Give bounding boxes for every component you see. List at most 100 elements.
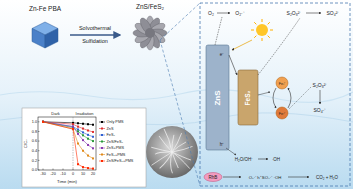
process-label: Solvothermal xyxy=(79,25,111,31)
plot-frame xyxy=(38,117,96,170)
species: SO₄²⁻ xyxy=(327,10,340,16)
reaction-arrow xyxy=(258,159,268,160)
data-point xyxy=(42,121,44,123)
species: Fe²⁺ xyxy=(279,112,286,116)
legend-swatch xyxy=(99,148,105,149)
legend-swatch xyxy=(99,122,105,123)
data-point xyxy=(82,131,84,133)
data-point xyxy=(77,133,79,135)
data-point xyxy=(82,150,84,152)
x-tick-label: 20 xyxy=(91,172,95,176)
x-tick xyxy=(43,169,44,171)
y-tick xyxy=(38,141,40,142)
series-line xyxy=(43,122,93,149)
data-point xyxy=(82,128,84,130)
data-point xyxy=(87,134,89,136)
electron: e⁻ xyxy=(220,52,225,57)
y-tick-label: 0.4 xyxy=(32,149,37,153)
sem-flake xyxy=(152,151,172,166)
zns-label: ZnS xyxy=(213,90,222,106)
data-point xyxy=(92,131,94,133)
x-tick-label: -10 xyxy=(60,172,66,176)
data-point xyxy=(72,128,74,130)
process-label: Sulfidation xyxy=(82,38,108,44)
sem-flake xyxy=(172,146,191,166)
reaction-arrow xyxy=(223,177,241,178)
species: O₂·⁻ h⁺ SO₄·⁻ ·OH xyxy=(249,175,282,180)
data-point xyxy=(77,163,79,165)
reaction-arrow xyxy=(320,90,321,104)
data-point xyxy=(72,123,74,125)
reaction-arrow xyxy=(258,18,300,75)
legend-swatch xyxy=(101,160,103,162)
legend-entry: ZnS+PMS xyxy=(107,146,125,150)
data-point xyxy=(87,123,89,125)
legend-entry: ZnS/FeS₂+PMS xyxy=(107,159,134,163)
data-point xyxy=(87,155,89,157)
zoom-line xyxy=(160,40,200,186)
sun-ray xyxy=(254,22,256,24)
species: S₂O₈²⁻ xyxy=(313,82,328,88)
data-point xyxy=(42,121,44,123)
product-label: ZnS/FeS₂ xyxy=(136,3,165,10)
species: RhB xyxy=(209,175,218,180)
flower-core xyxy=(145,28,155,38)
series-line xyxy=(43,122,93,137)
data-point xyxy=(92,147,94,149)
chart-panel xyxy=(22,108,146,187)
reaction-arrow xyxy=(306,13,321,14)
legend-entry: FeS₂+PMS xyxy=(107,153,126,157)
data-point xyxy=(92,168,94,170)
sem-flake xyxy=(172,139,193,159)
data-point xyxy=(72,126,74,128)
data-point xyxy=(92,157,94,159)
species: H₂O/OH⁻ xyxy=(235,157,254,162)
legend-swatch xyxy=(101,147,103,149)
data-point xyxy=(72,128,74,130)
x-tick xyxy=(93,169,94,171)
sem-image xyxy=(146,126,198,178)
x-tick xyxy=(83,169,84,171)
sun-ray xyxy=(268,22,270,24)
sun-ray xyxy=(262,38,263,41)
data-point xyxy=(42,121,44,123)
legend-swatch xyxy=(99,154,105,155)
data-point xyxy=(82,123,84,125)
data-point xyxy=(82,139,84,141)
annotation: Irradiation xyxy=(76,111,94,116)
reaction-arrow xyxy=(226,148,236,155)
y-tick xyxy=(38,131,40,132)
transfer-arrow xyxy=(258,92,270,95)
cube-right xyxy=(45,29,58,49)
legend-entry: FeS₂ xyxy=(107,133,116,137)
data-point xyxy=(92,136,94,138)
series-line xyxy=(43,122,93,159)
y-tick-label: 0.0 xyxy=(32,168,37,172)
sem-flake xyxy=(151,139,172,160)
data-point xyxy=(77,126,79,128)
y-tick xyxy=(38,160,40,161)
legend-entry: ZnS xyxy=(107,127,114,131)
legend-swatch xyxy=(99,161,105,162)
data-point xyxy=(82,134,84,136)
data-point xyxy=(77,129,79,131)
y-tick-label: 1.0 xyxy=(32,120,37,124)
species: Fe³⁺ xyxy=(279,82,286,86)
species: O₂ xyxy=(208,10,214,16)
data-point xyxy=(77,122,79,124)
species: CO₂ + H₂O xyxy=(316,175,339,180)
y-axis-label: C/C₀ xyxy=(23,139,28,148)
sem-flake xyxy=(155,145,172,160)
light-on-line xyxy=(73,117,74,170)
cube-left xyxy=(32,29,45,49)
precursor-label: Zn-Fe PBA xyxy=(29,5,62,12)
y-tick xyxy=(38,150,40,151)
data-point xyxy=(72,126,74,128)
data-point xyxy=(87,167,89,169)
sun-ray xyxy=(262,19,263,22)
reaction-arrow xyxy=(215,17,222,45)
transfer-arrow xyxy=(229,55,237,75)
legend-swatch xyxy=(99,141,105,142)
data-point xyxy=(82,166,84,168)
legend-swatch xyxy=(101,141,103,143)
